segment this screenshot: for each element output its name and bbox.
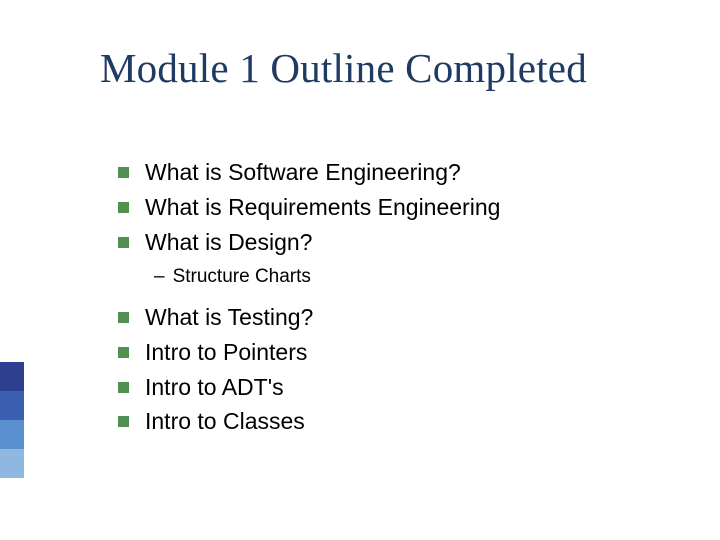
slide: Module 1 Outline Completed What is Softw… <box>0 0 720 540</box>
dash-bullet-icon: – <box>154 266 165 289</box>
strip-block <box>0 391 24 420</box>
sub-bullet-item: – Structure Charts <box>154 266 678 289</box>
square-bullet-icon <box>118 312 129 323</box>
slide-title: Module 1 Outline Completed <box>100 44 587 92</box>
strip-block <box>0 449 24 478</box>
strip-block <box>0 362 24 391</box>
square-bullet-icon <box>118 416 129 427</box>
sub-bullet-text: Structure Charts <box>173 266 311 289</box>
bullet-item: What is Design? <box>118 228 678 257</box>
bullet-text: Intro to Classes <box>145 407 305 436</box>
square-bullet-icon <box>118 237 129 248</box>
bullet-text: What is Software Engineering? <box>145 158 461 187</box>
bullet-item: Intro to Classes <box>118 407 678 436</box>
bullet-text: Intro to Pointers <box>145 338 307 367</box>
square-bullet-icon <box>118 202 129 213</box>
bullet-item: Intro to ADT's <box>118 373 678 402</box>
bullet-item: What is Testing? <box>118 303 678 332</box>
bullet-item: What is Requirements Engineering <box>118 193 678 222</box>
bullet-item: What is Software Engineering? <box>118 158 678 187</box>
side-decoration <box>0 362 24 478</box>
square-bullet-icon <box>118 167 129 178</box>
bullet-item: Intro to Pointers <box>118 338 678 367</box>
square-bullet-icon <box>118 347 129 358</box>
bullet-text: Intro to ADT's <box>145 373 284 402</box>
bullet-text: What is Testing? <box>145 303 313 332</box>
bullet-text: What is Requirements Engineering <box>145 193 500 222</box>
bullet-text: What is Design? <box>145 228 312 257</box>
slide-content: What is Software Engineering? What is Re… <box>118 158 678 442</box>
square-bullet-icon <box>118 382 129 393</box>
strip-block <box>0 420 24 449</box>
